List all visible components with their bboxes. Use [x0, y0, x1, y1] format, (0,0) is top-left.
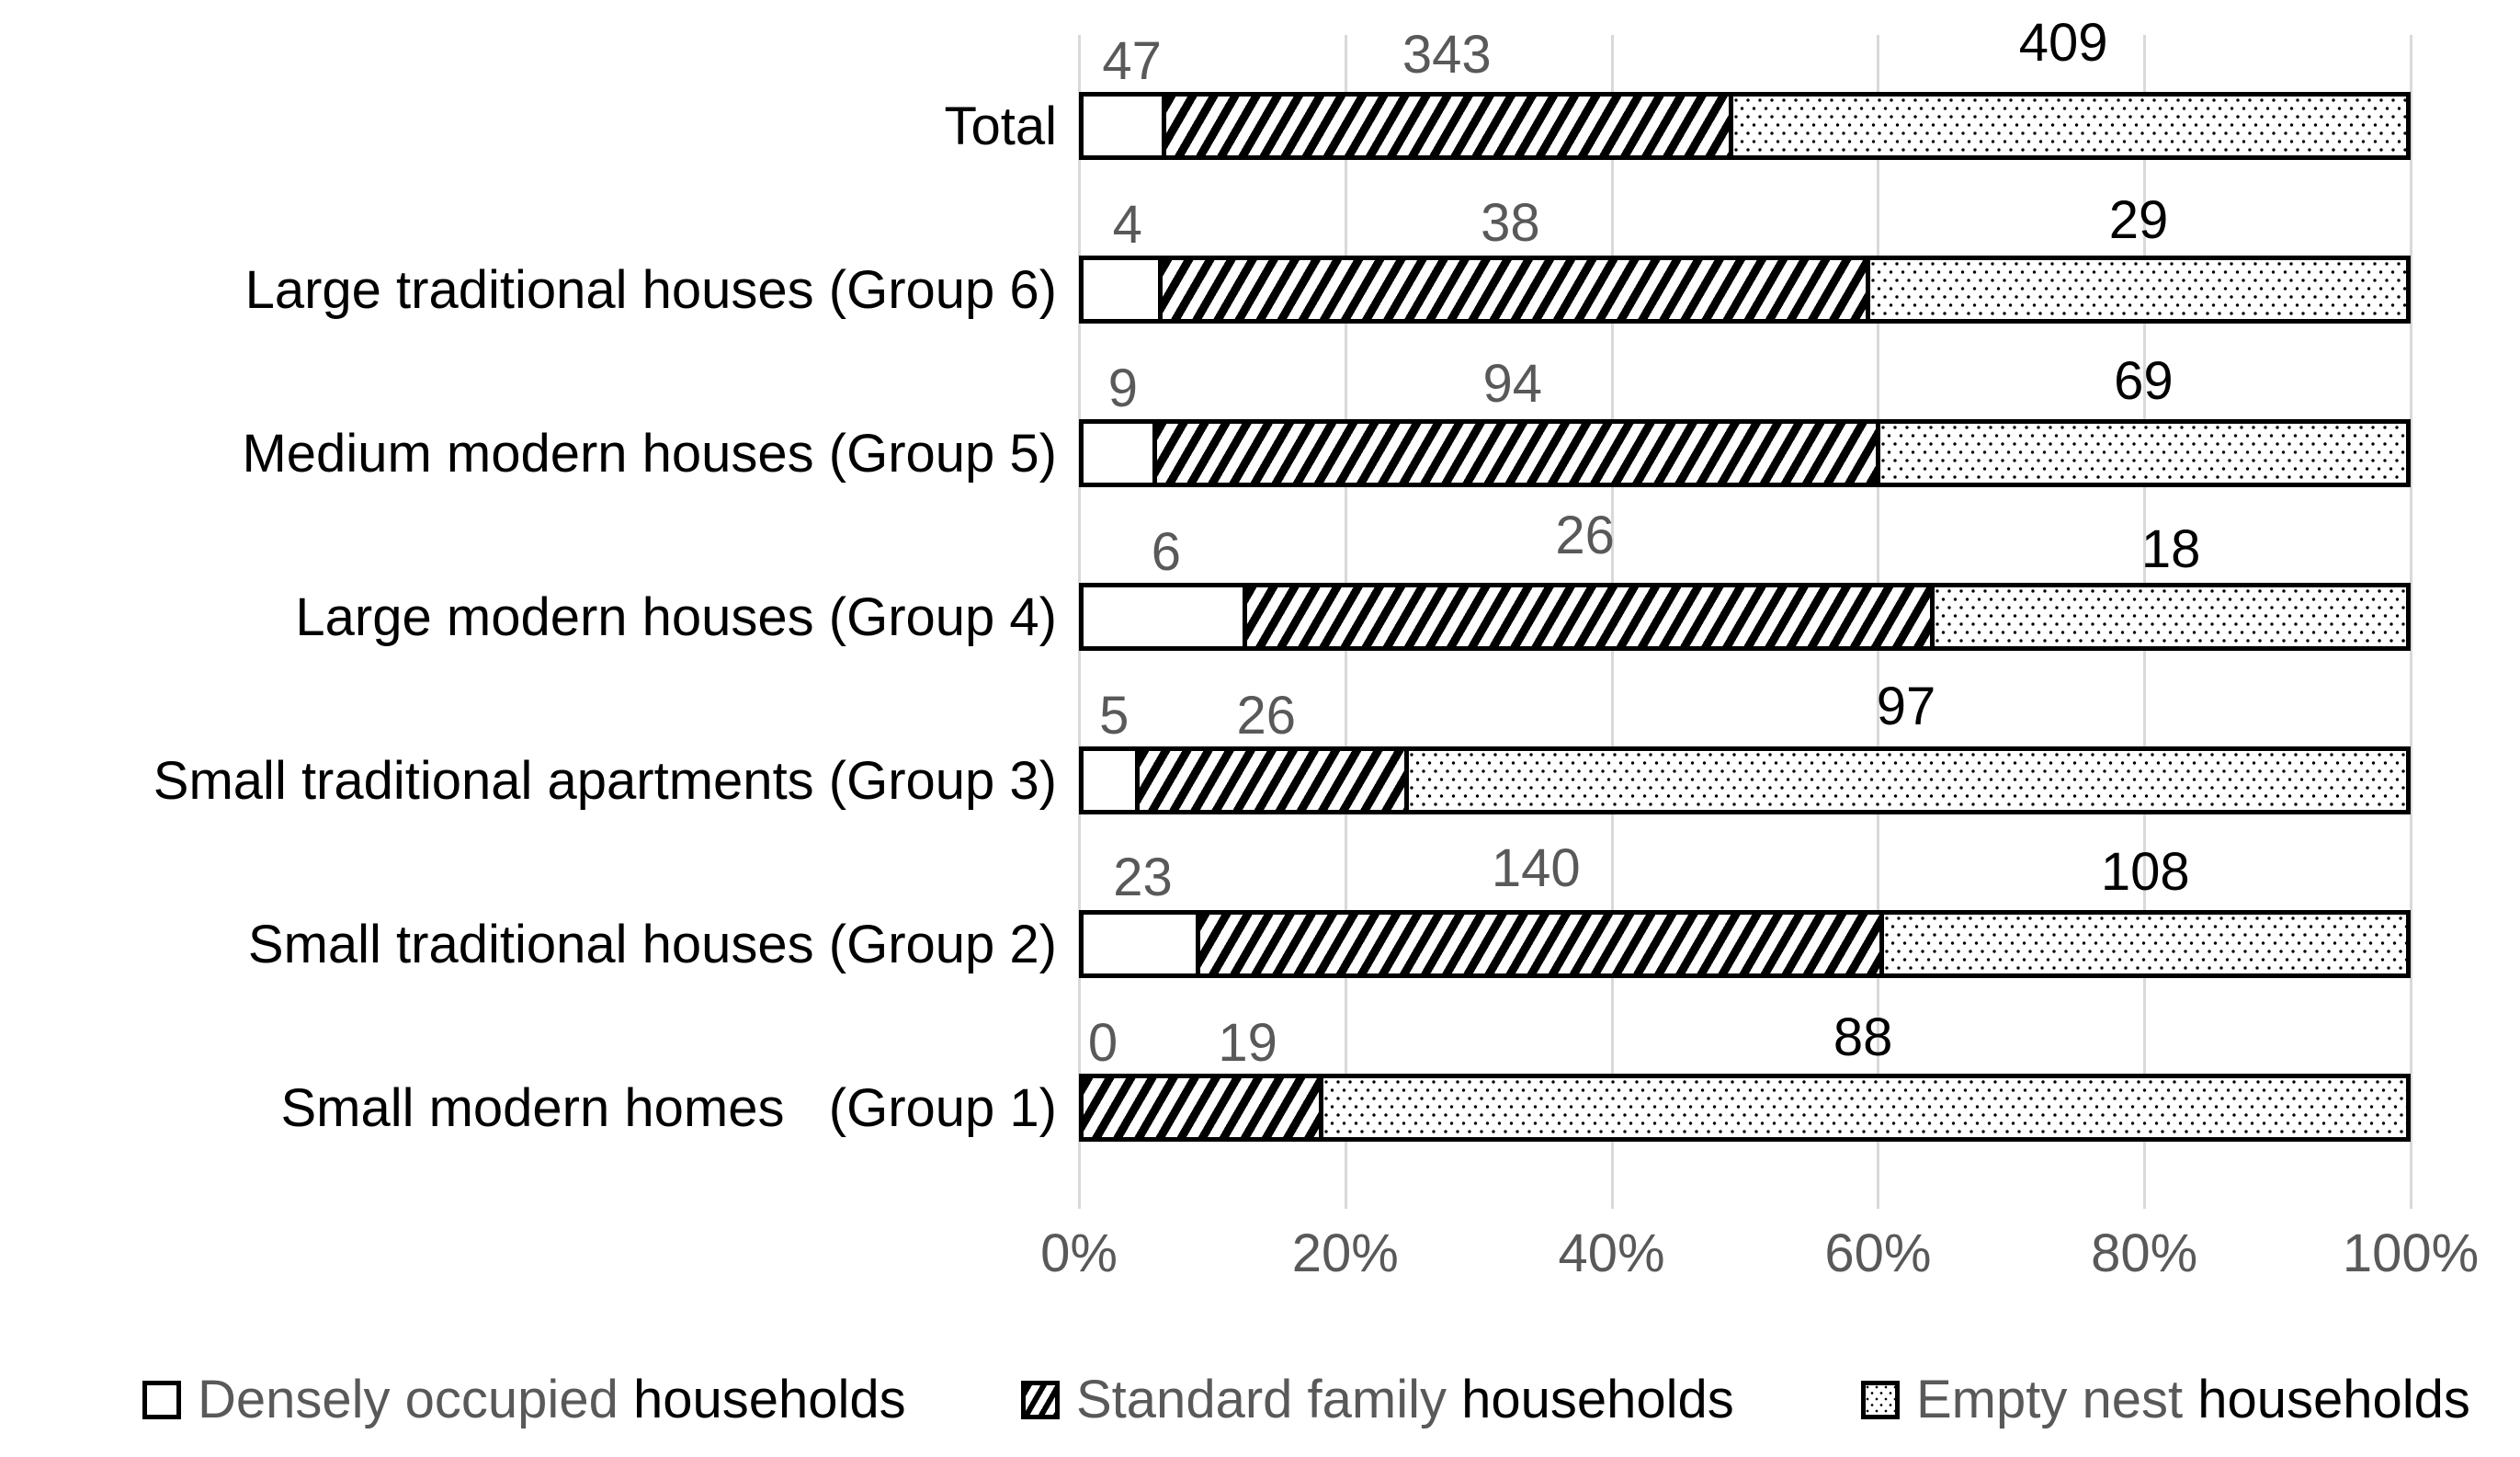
bar-segment-dots [1875, 424, 2406, 483]
value-label: 88 [1833, 1007, 1893, 1067]
value-label: 38 [1481, 193, 1540, 253]
bar-segment-diagonal-hatch [1242, 587, 1930, 646]
value-label: 18 [2140, 519, 2201, 579]
bar-segment-dots [1866, 260, 2406, 319]
value-label: 9 [1107, 359, 1139, 418]
value-label: 108 [2100, 842, 2190, 902]
bar-segment-diagonal-hatch [1135, 751, 1404, 810]
value-label: 19 [1218, 1013, 1277, 1073]
legend-swatch-plain [142, 1381, 181, 1419]
value-label: 94 [1482, 354, 1543, 414]
legend-item-densely-occupied: Densely occupied households [142, 1372, 906, 1429]
bar-segment-plain [1084, 424, 1153, 483]
bar [1079, 583, 2411, 651]
x-axis-tick-label: 60% [1824, 1224, 1932, 1283]
bar-segment-diagonal-hatch [1161, 97, 1730, 155]
bar-segment-diagonal-hatch [1152, 424, 1876, 483]
legend: Densely occupied households Standard fam… [0, 1372, 2520, 1429]
gridline [2410, 35, 2412, 1209]
x-axis-tick-label: 20% [1291, 1224, 1399, 1283]
value-label: 6 [1151, 522, 1182, 582]
bar-segment-plain [1084, 260, 1159, 319]
value-label: 23 [1113, 848, 1173, 907]
bar-segment-dots [1879, 915, 2406, 973]
bar-segment-diagonal-hatch [1158, 260, 1867, 319]
category-label: Total [944, 96, 1057, 156]
value-label: 409 [2018, 13, 2108, 73]
bar-segment-dots [1929, 587, 2406, 646]
bar-segment-diagonal-hatch [1084, 1078, 1319, 1137]
value-label: 26 [1555, 506, 1615, 565]
bar-segment-dots [1318, 1078, 2406, 1137]
value-label: 26 [1236, 686, 1297, 746]
bar [1079, 1074, 2411, 1142]
category-label: Small traditional apartments (Group 3) [153, 750, 1057, 811]
bar [1079, 256, 2411, 324]
legend-swatch-diagonal-hatch [1021, 1381, 1060, 1419]
category-label: Large modern houses (Group 4) [295, 586, 1057, 647]
bar-segment-dots [1729, 97, 2406, 155]
legend-item-empty-nest: Empty nest households [1861, 1372, 2470, 1429]
category-label: Small traditional houses (Group 2) [247, 914, 1057, 974]
legend-label: Standard family households [1076, 1370, 1734, 1429]
value-label: 5 [1099, 686, 1129, 746]
x-axis-tick-label: 0% [1040, 1224, 1118, 1283]
value-label: 343 [1402, 25, 1492, 85]
x-axis-tick-label: 100% [2342, 1224, 2480, 1283]
value-label: 140 [1491, 838, 1581, 898]
legend-label: Densely occupied households [198, 1370, 906, 1429]
legend-label: Empty nest households [1916, 1370, 2470, 1429]
value-label: 97 [1876, 677, 1936, 736]
value-label: 29 [2108, 190, 2169, 250]
bar [1079, 92, 2411, 160]
x-axis-tick-label: 40% [1558, 1224, 1665, 1283]
legend-swatch-dots [1861, 1381, 1900, 1419]
bar-segment-diagonal-hatch [1196, 915, 1879, 973]
value-label: 47 [1102, 31, 1162, 91]
legend-item-standard-family: Standard family households [1021, 1372, 1734, 1429]
bar-segment-dots [1403, 751, 2406, 810]
bar-segment-plain [1084, 97, 1162, 155]
bar-segment-plain [1084, 587, 1243, 646]
value-label: 69 [2114, 351, 2174, 411]
value-label: 4 [1112, 195, 1142, 255]
category-label: Small modern homes (Group 1) [280, 1077, 1057, 1138]
bar [1079, 910, 2411, 978]
category-label: Large traditional houses (Group 6) [244, 259, 1057, 320]
bar-segment-plain [1084, 915, 1197, 973]
x-axis-tick-label: 80% [2091, 1224, 2198, 1283]
bar [1079, 746, 2411, 814]
bar-segment-plain [1084, 751, 1136, 810]
bar [1079, 419, 2411, 487]
value-label: 0 [1087, 1013, 1118, 1073]
category-label: Medium modern houses (Group 5) [242, 423, 1057, 484]
